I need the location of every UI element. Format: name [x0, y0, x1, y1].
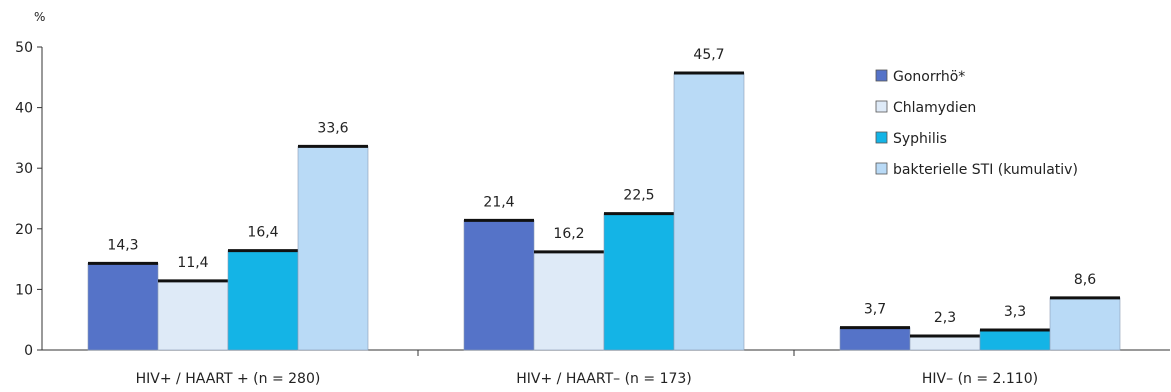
data-label: 8,6: [1074, 272, 1096, 288]
data-label: 2,3: [934, 310, 956, 326]
bar: [87, 263, 159, 351]
y-tick-label: 50: [15, 40, 33, 56]
data-label: 16,4: [247, 225, 278, 241]
bar: [673, 72, 745, 351]
data-label: 16,2: [553, 226, 584, 242]
legend-label: Syphilis: [893, 131, 947, 147]
x-category-label: HIV– (n = 2.110): [922, 371, 1038, 387]
y-tick-label: 0: [24, 343, 33, 359]
data-label: 22,5: [623, 188, 654, 204]
bar: [227, 250, 299, 351]
bar: [297, 146, 369, 351]
legend-label: Chlamydien: [893, 100, 976, 116]
legend-swatch: [875, 69, 888, 82]
legend: Gonorrhö* Chlamydien Syphilis bakterielle S…: [875, 69, 1078, 178]
data-label: 45,7: [693, 47, 724, 63]
legend-label: Gonorrhö*: [893, 69, 965, 85]
bar: [603, 213, 675, 351]
y-tick-label: 40: [15, 101, 33, 117]
bar: [533, 251, 605, 351]
y-tick-label: 30: [15, 161, 33, 177]
bar: [1049, 297, 1121, 351]
data-label: 21,4: [483, 194, 514, 210]
data-label: 33,6: [317, 120, 348, 136]
legend-swatch: [875, 131, 888, 144]
bar: [909, 335, 981, 351]
legend-swatch: [875, 100, 888, 113]
y-tick-label: 10: [15, 282, 33, 298]
data-label: 3,3: [1004, 304, 1026, 320]
axes: 0 10 20 30 40 50 HIV+ / HAART + (n = 280) HIV+ …: [15, 40, 1170, 387]
bars: 14,3 11,4 16,4 33,6 21,4 16,2 22,5 45,7 3,7 2,3 3,…: [87, 47, 1121, 351]
x-category-label: HIV+ / HAART– (n = 173): [516, 371, 692, 387]
data-label: 14,3: [107, 237, 138, 253]
data-label: 3,7: [864, 302, 886, 318]
x-category-label: HIV+ / HAART + (n = 280): [136, 371, 321, 387]
legend-label: bakterielle STI (kumulativ): [893, 162, 1078, 178]
y-unit-label: %: [34, 10, 45, 24]
bar: [157, 280, 229, 351]
bar: [839, 327, 911, 351]
y-tick-label: 20: [15, 222, 33, 238]
bar: [463, 220, 535, 351]
data-label: 11,4: [177, 255, 208, 271]
bar: [979, 329, 1051, 351]
legend-swatch: [875, 162, 888, 175]
